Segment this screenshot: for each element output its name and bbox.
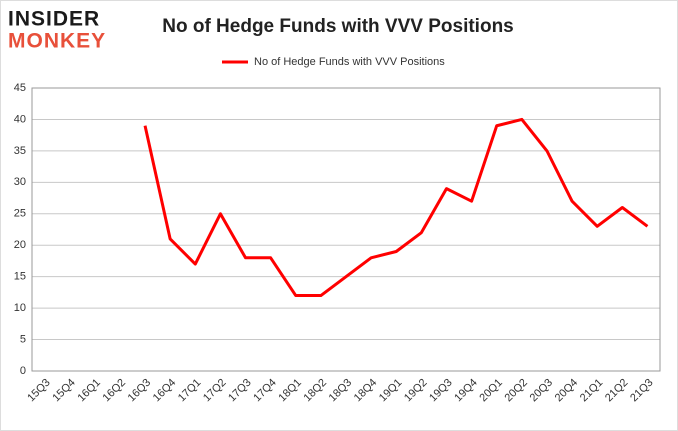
plot-border [31,87,661,372]
y-tick-label: 20 [14,239,26,251]
y-tick-label: 30 [14,176,26,188]
logo-top: INSIDER [8,8,100,31]
logo-bottom: MONKEY [8,30,106,53]
y-tick-label: 0 [20,365,26,377]
y-tick-label: 45 [14,82,26,94]
y-tick-label: 35 [14,145,26,157]
legend-label: No of Hedge Funds with VVV Positions [254,56,445,68]
y-tick-label: 15 [14,271,26,283]
y-tick-label: 10 [14,302,26,314]
chart-title: No of Hedge Funds with VVV Positions [162,16,514,37]
y-tick-label: 25 [14,208,26,220]
series-line [143,117,649,298]
y-tick-label: 5 [20,333,26,345]
y-tick-label: 40 [14,113,26,125]
